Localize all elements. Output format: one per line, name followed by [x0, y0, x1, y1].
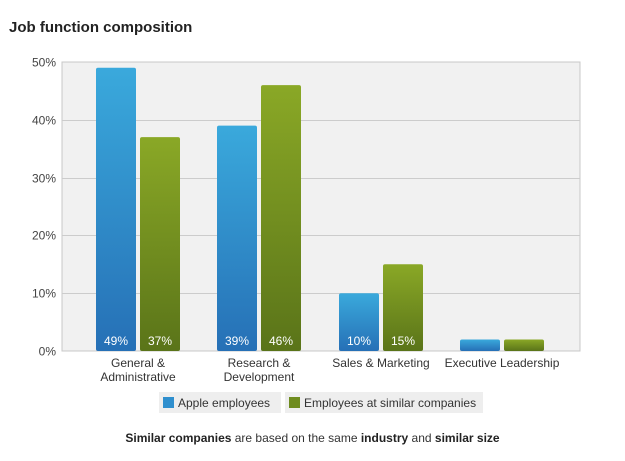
legend-label: Apple employees: [178, 396, 270, 410]
y-tick-label: 30%: [32, 172, 56, 186]
legend-swatch: [163, 397, 174, 408]
bar[interactable]: [383, 264, 423, 351]
data-label: 37%: [148, 334, 172, 348]
x-category-label: Sales & Marketing: [332, 356, 429, 370]
x-category-label: Research &: [228, 356, 291, 370]
y-tick-label: 50%: [32, 56, 56, 70]
data-label: 15%: [391, 334, 415, 348]
plot-area: [61, 61, 581, 352]
bar[interactable]: [261, 85, 301, 352]
data-label: 39%: [225, 334, 249, 348]
legend-item-background: [159, 392, 281, 413]
y-tick-label: 20%: [32, 229, 56, 243]
bar[interactable]: [339, 293, 379, 351]
y-tick-label: 40%: [32, 114, 56, 128]
x-category-label: Administrative: [100, 370, 176, 384]
legend-item[interactable]: Apple employees: [159, 392, 281, 413]
footnote: Similar companies are based on the same …: [0, 431, 625, 445]
footnote-text-2: and: [408, 431, 435, 445]
bar[interactable]: [96, 67, 136, 351]
x-category-label: General &: [111, 356, 165, 370]
bar[interactable]: [217, 125, 257, 351]
footnote-text-1: are based on the same: [231, 431, 361, 445]
legend-item[interactable]: Employees at similar companies: [285, 392, 483, 413]
data-label: 10%: [347, 334, 371, 348]
bar[interactable]: [140, 137, 180, 351]
footnote-similar-size: similar size: [434, 431, 500, 445]
footnote-industry: industry: [360, 431, 409, 445]
bar[interactable]: [504, 339, 544, 351]
footnote-similar-companies: Similar companies: [125, 431, 232, 445]
bar-chart: 0% 10% 20% 30% 40% 50% 49% 39% 10% 37% 46% 15% Gene…: [32, 56, 581, 413]
legend-swatch: [289, 397, 300, 408]
legend-item-background: [285, 392, 483, 413]
y-tick-label: 10%: [32, 287, 56, 301]
legend-label: Employees at similar companies: [304, 396, 476, 410]
data-label: 49%: [104, 334, 128, 348]
x-category-label: Development: [224, 370, 295, 384]
x-category-label: Executive Leadership: [445, 356, 560, 370]
data-label: 46%: [269, 334, 293, 348]
bar[interactable]: [460, 339, 500, 351]
y-tick-label: 0%: [39, 345, 57, 359]
chart-title: Job function composition: [9, 19, 193, 36]
